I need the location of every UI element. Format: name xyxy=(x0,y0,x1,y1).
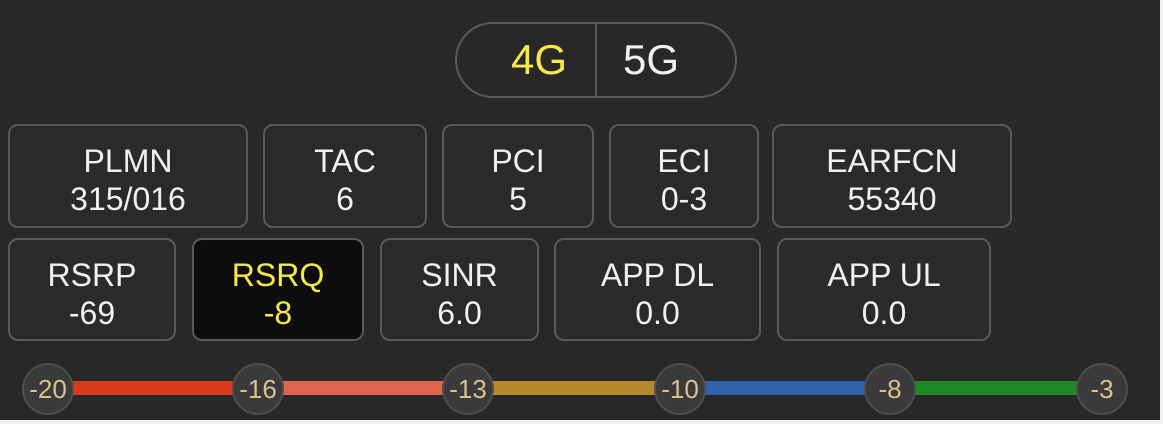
plmn-value: 315/016 xyxy=(70,181,186,217)
scale-segment-5 xyxy=(890,381,1102,395)
threshold-node: -8 xyxy=(864,363,916,415)
network-toggle[interactable]: 4G 5G xyxy=(455,22,737,98)
rsrq-label: RSRQ xyxy=(231,257,325,293)
pci-box[interactable]: PCI 5 xyxy=(442,124,594,228)
rsrp-value: -69 xyxy=(68,295,116,331)
app-ul-label: APP UL xyxy=(827,257,941,293)
threshold-node: -10 xyxy=(654,363,706,415)
plmn-label: PLMN xyxy=(83,143,173,179)
scale-segment-1 xyxy=(48,381,258,395)
rsrp-box[interactable]: RSRP -69 xyxy=(8,238,176,341)
app-ul-value: 0.0 xyxy=(861,295,907,331)
tac-box[interactable]: TAC 6 xyxy=(263,124,427,228)
rsrq-box[interactable]: RSRQ -8 xyxy=(192,238,364,341)
threshold-node: -20 xyxy=(22,363,74,415)
app-dl-box[interactable]: APP DL 0.0 xyxy=(554,238,761,341)
scale-segment-2 xyxy=(258,381,470,395)
toggle-4g[interactable]: 4G xyxy=(457,24,597,96)
rsrq-threshold-scale: -20 -16 -13 -10 -8 -3 xyxy=(0,355,1160,415)
screen-edge xyxy=(1160,0,1163,424)
tac-label: TAC xyxy=(314,143,376,179)
eci-box[interactable]: ECI 0-3 xyxy=(609,124,759,228)
threshold-node: -13 xyxy=(442,363,494,415)
threshold-node: -3 xyxy=(1076,363,1128,415)
eci-value: 0-3 xyxy=(660,181,708,217)
eci-label: ECI xyxy=(657,143,711,179)
app-dl-label: APP DL xyxy=(600,257,715,293)
pci-value: 5 xyxy=(509,181,527,217)
sinr-box[interactable]: SINR 6.0 xyxy=(380,238,539,341)
app-dl-value: 0.0 xyxy=(635,295,680,331)
toggle-5g[interactable]: 5G xyxy=(623,36,680,83)
rsrp-label: RSRP xyxy=(47,257,137,293)
threshold-node: -16 xyxy=(232,363,284,415)
sinr-label: SINR xyxy=(421,257,498,293)
app-ul-box[interactable]: APP UL 0.0 xyxy=(777,238,991,341)
earfcn-value: 55340 xyxy=(847,181,937,217)
tac-value: 6 xyxy=(336,181,354,217)
earfcn-box[interactable]: EARFCN 55340 xyxy=(772,124,1012,228)
earfcn-label: EARFCN xyxy=(826,143,958,179)
pci-label: PCI xyxy=(491,143,545,179)
rsrq-value: -8 xyxy=(263,295,293,331)
scale-segment-4 xyxy=(680,381,890,395)
scale-segment-3 xyxy=(470,381,680,395)
plmn-box[interactable]: PLMN 315/016 xyxy=(8,124,248,228)
sinr-value: 6.0 xyxy=(437,295,482,331)
screen-edge xyxy=(0,420,1163,424)
